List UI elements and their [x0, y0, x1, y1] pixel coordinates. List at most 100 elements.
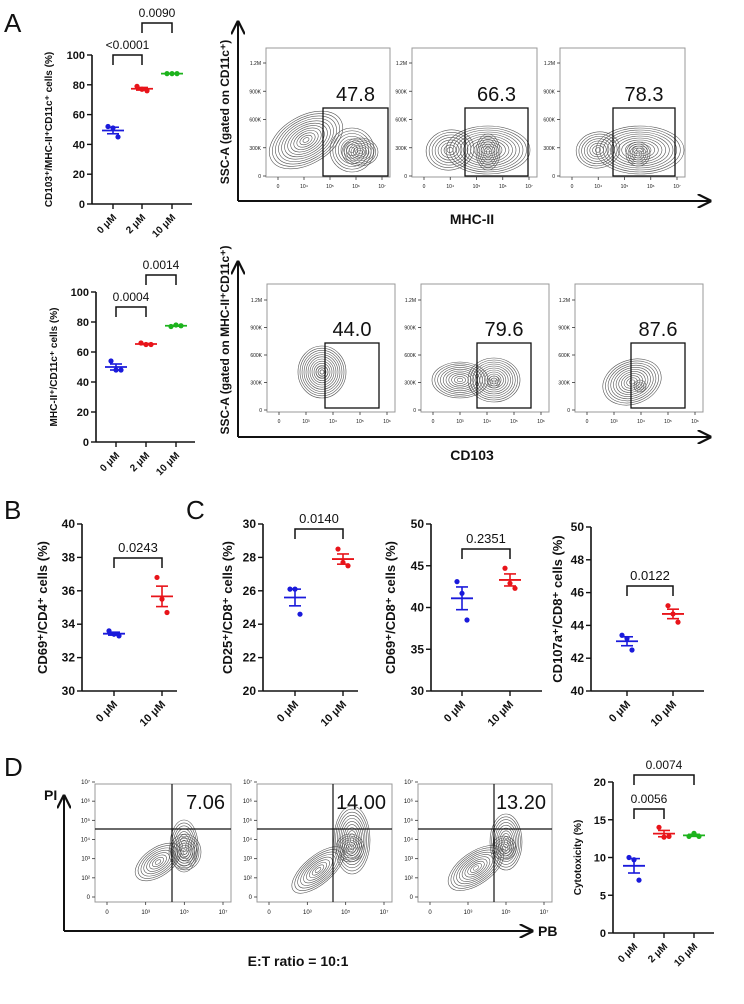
- contour-line: [307, 356, 337, 388]
- contour-line: [618, 371, 646, 393]
- gate-percentage: 47.8: [336, 84, 375, 106]
- y-tick-label: 10⁵: [243, 817, 253, 824]
- contour-line: [303, 352, 341, 392]
- x-tick-label: 2 μM: [124, 212, 148, 236]
- y-tick-label: 600K: [395, 118, 407, 124]
- contour-line: [610, 133, 670, 167]
- contour-line: [494, 822, 518, 862]
- data-point: [169, 71, 175, 77]
- y-tick-label: 1.2M: [544, 61, 555, 67]
- contour-line: [440, 142, 460, 158]
- contour-line: [594, 147, 602, 153]
- contour-line: [333, 805, 371, 875]
- significance-bracket: [633, 774, 695, 785]
- p-value-label: 0.0056: [631, 792, 668, 806]
- contour-line: [491, 835, 517, 861]
- significance-bracket: [145, 274, 177, 285]
- y-tick-label: 40: [77, 377, 89, 389]
- chart-a2: 0 20 40 60 80 100 MHC-II⁺/CD11c⁺ cells (%) 0 μM…: [49, 258, 195, 478]
- y-tick-label: 46: [571, 586, 585, 600]
- x-tick-label: 10⁵: [180, 909, 190, 916]
- contour-line: [293, 130, 319, 150]
- data-point: [454, 579, 460, 585]
- contour-line: [346, 141, 374, 163]
- chart-c3: 40 42 44 46 48 50 CD107a⁺/CD8⁺ cells (%) 0 μM 10…: [550, 520, 704, 729]
- y-tick-label: 44: [571, 618, 585, 632]
- data-point: [686, 833, 692, 839]
- x-tick-label: 10 μM: [672, 941, 700, 969]
- x-tick-label: 10⁵: [621, 184, 629, 190]
- contour-line: [605, 360, 659, 404]
- y-tick-label: 45: [411, 559, 425, 573]
- y-tick-label: 600K: [543, 118, 555, 124]
- contour-line: [479, 138, 497, 166]
- data-point: [459, 590, 465, 596]
- data-point: [118, 367, 124, 373]
- data-point: [335, 546, 341, 552]
- data-point: [626, 854, 632, 861]
- contour-line: [626, 377, 638, 387]
- contour-line: [633, 149, 643, 159]
- data-point: [636, 877, 642, 883]
- x-tick-label: 10⁷: [380, 909, 389, 916]
- group-0: [623, 854, 645, 883]
- contour-line: [357, 149, 363, 155]
- data-point: [292, 586, 298, 592]
- y-axis-label: SSC-A (gated on CD11c⁺): [218, 40, 232, 185]
- y-axis-label: SSC-A (gated on MHC-II⁺CD11c⁺): [218, 246, 232, 435]
- contour-line: [484, 146, 492, 158]
- x-tick-label: 10³: [610, 419, 618, 425]
- data-point: [113, 367, 119, 373]
- y-tick-label: 40: [411, 601, 425, 615]
- y-axis-label: CD103⁺/MHC-II⁺CD11c⁺ cells (%): [44, 52, 55, 207]
- y-tick-label: 0: [79, 199, 85, 211]
- p-value-label: 0.0074: [646, 758, 683, 772]
- x-tick-label: 2 μM: [646, 941, 670, 965]
- data-point: [631, 857, 637, 863]
- y-tick-label: 28: [243, 550, 257, 564]
- contour-line: [637, 383, 643, 389]
- y-tick-label: 50: [571, 520, 585, 534]
- data-point: [168, 323, 174, 330]
- gate-percentage: 78.3: [625, 84, 664, 106]
- contour-line: [345, 843, 355, 853]
- contour-line: [309, 358, 335, 386]
- y-axis-label: CD69⁺/CD8⁺ cells (%): [383, 541, 398, 674]
- y-axis-label: CD25⁺/CD8⁺ cells (%): [220, 541, 235, 674]
- contour-line: [311, 360, 333, 384]
- y-tick-label: 600K: [250, 353, 262, 359]
- contour-line: [146, 852, 170, 872]
- x-tick-label: 10⁵: [664, 419, 672, 425]
- x-tick-label: 10⁴: [300, 184, 308, 190]
- flow-plot: 0 10² 10³ 10⁴ 10⁵ 10⁶ 10⁷ 0 10³ 10⁵ 10⁷ 14.00: [243, 779, 393, 916]
- y-tick-label: 600K: [249, 118, 261, 124]
- contour-line: [459, 854, 493, 882]
- data-point: [287, 586, 293, 592]
- contour-line: [355, 148, 365, 156]
- y-tick-label: 50: [411, 517, 425, 531]
- contour-line: [449, 127, 527, 173]
- x-tick-label: 0 μM: [275, 699, 301, 725]
- y-tick-label: 15: [594, 815, 606, 827]
- x-tick-label: 10⁶: [499, 184, 507, 190]
- y-tick-label: 30: [243, 517, 257, 531]
- data-point: [143, 341, 149, 348]
- y-tick-label: 26: [243, 584, 257, 598]
- x-tick-label: 10³: [302, 419, 310, 425]
- contour-line: [451, 374, 469, 386]
- contour-line: [445, 370, 475, 390]
- contour-line: [445, 125, 531, 175]
- contour-line: [172, 825, 196, 867]
- contour-line: [335, 833, 365, 863]
- y-tick-label: 10⁷: [243, 779, 252, 786]
- flow-plot: 0 300K 600K 900K 1.2M 0 10³ 10⁴ 10⁵ 10⁶ 79.6: [404, 283, 550, 425]
- contour-line: [477, 136, 499, 168]
- y-tick-label: 40: [571, 684, 585, 698]
- x-axis-label: CD103: [450, 447, 494, 463]
- data-point: [115, 134, 121, 140]
- contour-line: [456, 131, 520, 169]
- quadrant-percentage: 14.00: [336, 792, 386, 814]
- significance-bracket: [141, 22, 173, 33]
- x-tick-label: 10 μM: [486, 699, 517, 730]
- y-tick-label: 32: [62, 651, 76, 665]
